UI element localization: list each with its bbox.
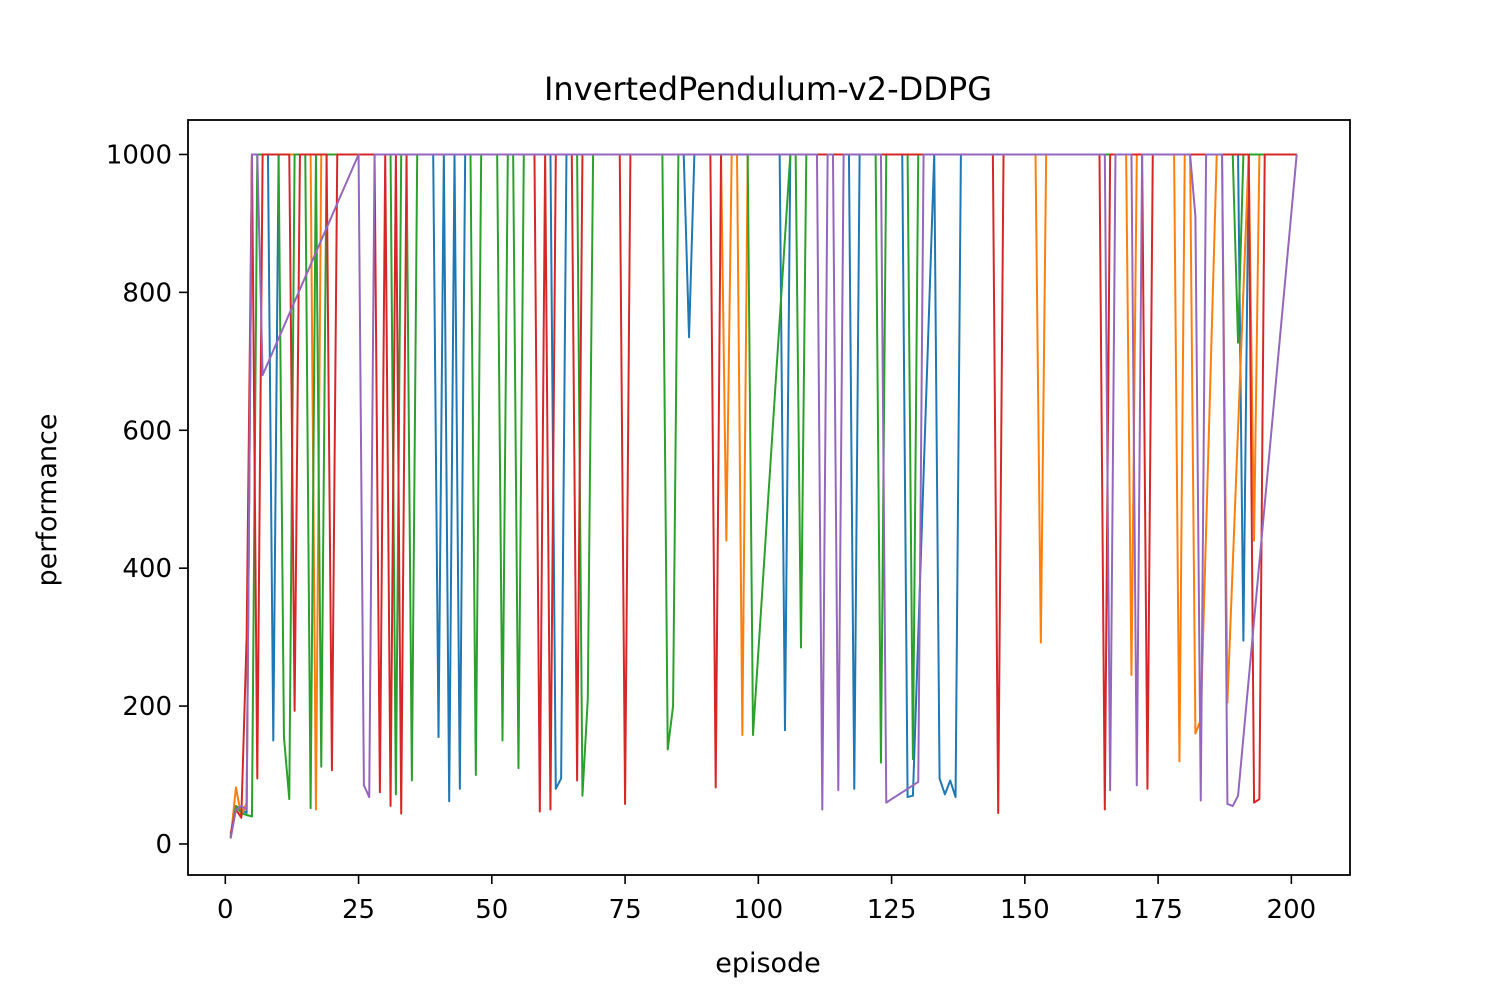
plot-frame [187, 119, 1351, 876]
y-axis: 0 200 400 600 800 1000 [106, 140, 188, 860]
x-axis: 0 25 50 75 100 125 150 175 200 [217, 875, 1316, 925]
x-tick-label: 50 [475, 895, 508, 925]
y-tick-label: 0 [155, 830, 172, 860]
series-line-5 [229, 153, 1298, 839]
y-tick-label: 200 [122, 692, 172, 722]
x-axis-label: episode [715, 948, 821, 979]
x-tick-label: 125 [867, 895, 917, 925]
y-tick-label: 1000 [106, 140, 172, 170]
chart-title: InvertedPendulum-v2-DDPG [544, 70, 992, 108]
y-tick-label: 400 [122, 554, 172, 584]
y-tick-label: 600 [122, 416, 172, 446]
x-tick-label: 175 [1133, 895, 1183, 925]
x-tick-label: 0 [217, 895, 234, 925]
x-tick-label: 150 [1000, 895, 1050, 925]
y-axis-label: performance [32, 414, 63, 587]
x-tick-label: 100 [734, 895, 784, 925]
x-tick-label: 75 [609, 895, 642, 925]
series-layer [229, 153, 1298, 839]
x-tick-label: 200 [1267, 895, 1317, 925]
y-tick-label: 800 [122, 278, 172, 308]
x-tick-label: 25 [342, 895, 375, 925]
